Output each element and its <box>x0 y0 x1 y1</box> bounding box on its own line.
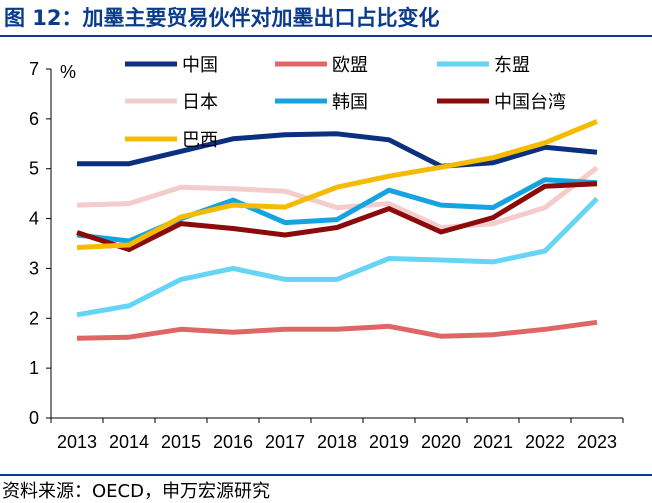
legend-label-0: 中国 <box>182 55 218 76</box>
legend-label-5: 中国台湾 <box>494 92 566 113</box>
series-line-0 <box>77 131 598 169</box>
legend-label-2: 东盟 <box>494 55 530 76</box>
series-line-5 <box>76 181 598 252</box>
y-tick-label: 0 <box>29 408 39 428</box>
x-tick-label: 2023 <box>577 432 617 452</box>
x-tick-label: 2015 <box>161 432 201 452</box>
y-ticks: 0 1 2 3 4 5 6 7 <box>29 59 51 428</box>
x-tick-label: 2022 <box>525 432 565 452</box>
x-tick-label: 2018 <box>317 432 357 452</box>
legend-label-4: 韩国 <box>332 92 368 113</box>
y-axis-unit-label: % <box>60 62 76 82</box>
legend-label-1: 欧盟 <box>332 55 368 76</box>
x-tick-label: 2021 <box>473 432 513 452</box>
x-tick-label: 2017 <box>265 432 305 452</box>
x-tick-label: 2013 <box>57 432 97 452</box>
x-tick-label: 2020 <box>421 432 461 452</box>
y-tick-label: 1 <box>29 358 39 378</box>
title-rule <box>0 35 652 37</box>
source-note: 资料来源：OECD，申万宏源研究 <box>2 481 270 502</box>
y-tick-label: 7 <box>29 59 39 79</box>
legend-label-3: 日本 <box>182 92 218 113</box>
y-tick-label: 3 <box>29 258 39 278</box>
x-tick-label: 2019 <box>369 432 409 452</box>
source-rule <box>0 474 652 476</box>
x-tick-label: 2016 <box>213 432 253 452</box>
x-ticks: 2013 2014 2015 2016 2017 2018 2019 2020 2021 2022… <box>50 418 624 452</box>
series-line-3 <box>76 165 599 230</box>
y-tick-label: 5 <box>29 159 39 179</box>
series-lines <box>76 119 599 341</box>
series-line-1 <box>76 319 598 341</box>
y-tick-label: 2 <box>29 308 39 328</box>
series-line-2 <box>76 196 599 318</box>
y-tick-label: 6 <box>29 109 39 129</box>
y-tick-label: 4 <box>29 209 39 229</box>
x-tick-label: 2014 <box>109 432 149 452</box>
figure-title: 图 12：加墨主要贸易伙伴对加墨出口占比变化 <box>4 6 440 30</box>
series-line-6 <box>76 119 598 250</box>
legend-label-6: 巴西 <box>182 130 218 151</box>
